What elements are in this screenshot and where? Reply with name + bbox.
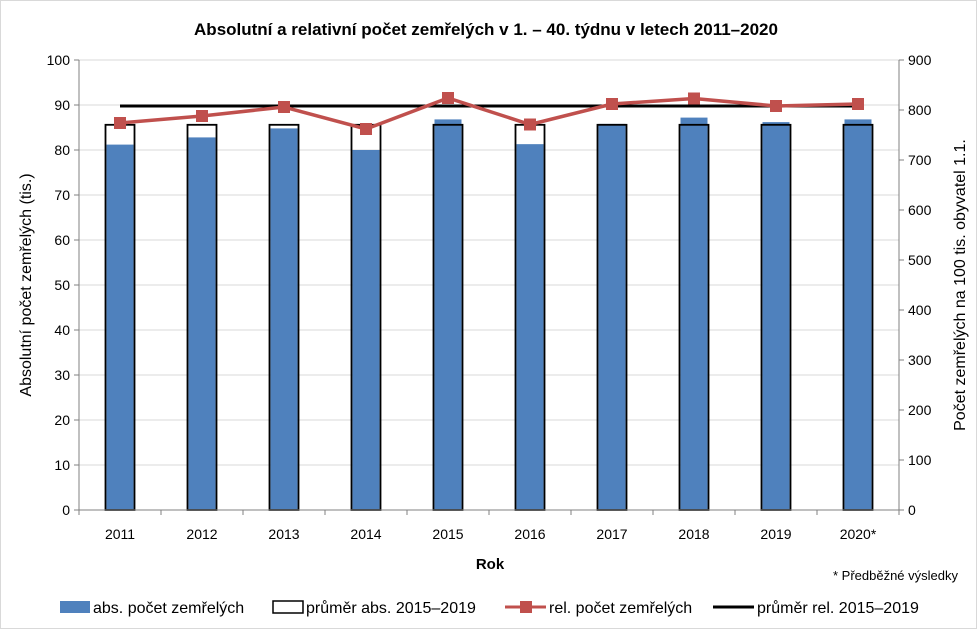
x-tick-label: 2012 <box>186 526 217 542</box>
x-tick-label: 2020* <box>840 526 877 542</box>
x-tick-label: 2011 <box>105 526 135 542</box>
bars-abs <box>106 117 872 511</box>
x-axis-title: Rok <box>476 556 505 573</box>
y-tick-label: 50 <box>54 277 70 293</box>
marker-rel <box>442 92 454 104</box>
y-tick-label: 40 <box>54 322 70 338</box>
bar-abs <box>516 144 544 510</box>
line-rel <box>119 96 859 131</box>
bar-abs <box>434 119 462 511</box>
y2-tick-label: 0 <box>908 502 916 518</box>
bar-abs <box>188 137 216 510</box>
y2-tick-label: 700 <box>908 152 932 168</box>
legend-label-avg-abs: průměr abs. 2015–2019 <box>306 599 476 617</box>
y2-tick-label: 600 <box>908 202 932 218</box>
legend-swatch-abs <box>60 601 90 613</box>
y-tick-label: 10 <box>54 457 70 473</box>
y2-tick-label: 400 <box>908 302 932 318</box>
bar-abs <box>598 123 626 511</box>
y2-tick-label: 100 <box>908 452 932 468</box>
legend-label-avg-rel: průměr rel. 2015–2019 <box>757 599 919 617</box>
y-tick-label: 60 <box>54 232 70 248</box>
y2-tick-label: 500 <box>908 252 932 268</box>
marker-rel <box>360 123 372 135</box>
x-tick-label: 2019 <box>760 526 791 542</box>
marker-rel <box>688 92 700 105</box>
x-tick-label: 2014 <box>350 526 381 542</box>
bar-abs <box>844 119 872 511</box>
legend: abs. počet zemřelých průměr abs. 2015–20… <box>60 599 919 617</box>
x-tick-label: 2013 <box>268 526 299 542</box>
bar-abs <box>270 128 298 510</box>
y2-tick-label: 200 <box>908 402 932 418</box>
x-tick-label: 2016 <box>514 526 545 542</box>
footnote: * Předběžné výsledky <box>833 568 959 583</box>
y2-tick-label: 800 <box>908 102 932 118</box>
chart-title: Absolutní a relativní počet zemřelých v … <box>194 20 778 39</box>
legend-swatch-avg-abs <box>272 600 304 614</box>
y-tick-label: 90 <box>54 97 70 113</box>
y2-axis-title: Počet zemřelých na 100 tis. obyvatel 1.1… <box>952 139 969 431</box>
y-tick-label: 30 <box>54 367 70 383</box>
bar-abs <box>106 144 134 510</box>
marker-rel <box>114 117 126 129</box>
x-tick-label: 2015 <box>432 526 463 542</box>
bar-abs <box>762 122 790 510</box>
marker-rel <box>196 110 208 122</box>
legend-label-abs: abs. počet zemřelých <box>93 600 244 617</box>
marker-rel <box>278 101 290 113</box>
lines <box>114 92 864 135</box>
legend-label-rel: rel. počet zemřelých <box>549 600 692 617</box>
y-tick-label: 100 <box>47 52 71 68</box>
x-ticks: 2011 2012 2013 2014 2015 2016 2017 2018 2019 2020… <box>78 510 900 542</box>
marker-rel <box>524 118 536 131</box>
legend-swatch-rel-marker <box>520 601 532 613</box>
bars-avg-outline <box>104 123 874 511</box>
marker-rel <box>606 98 618 110</box>
bar-abs <box>352 150 380 510</box>
marker-rel <box>770 100 782 112</box>
y2-tick-label: 900 <box>908 52 932 68</box>
y-tick-label: 20 <box>54 412 70 428</box>
marker-rel <box>852 98 864 110</box>
bar-abs <box>680 117 708 510</box>
y2-tick-label: 300 <box>908 352 932 368</box>
x-tick-label: 2018 <box>678 526 709 542</box>
y-axis-title: Absolutní počet zemřelých (tis.) <box>18 173 35 396</box>
x-tick-label: 2017 <box>596 526 627 542</box>
y-tick-label: 80 <box>54 142 70 158</box>
y-tick-label: 70 <box>54 187 70 203</box>
y-ticks-left: 0 10 20 30 40 50 60 70 80 90 100 <box>47 52 79 518</box>
y-ticks-right: 0 100 200 300 400 500 600 700 800 900 <box>899 52 932 518</box>
y-tick-label: 0 <box>62 502 70 518</box>
